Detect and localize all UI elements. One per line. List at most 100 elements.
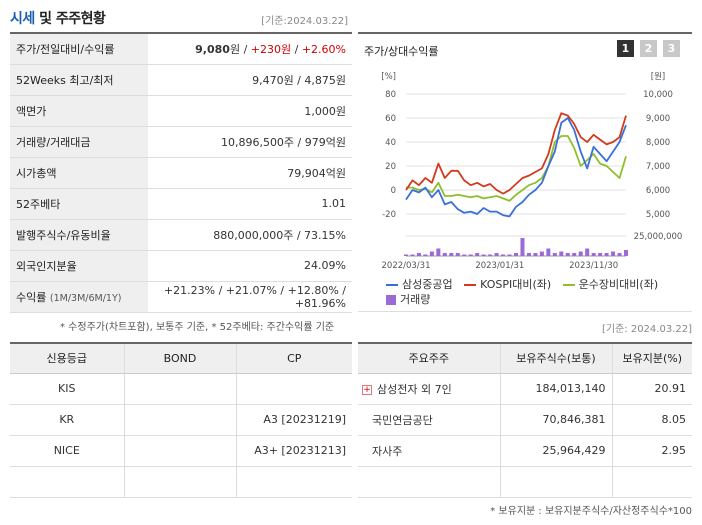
row-value: 10,896,500주 / 979억원 xyxy=(148,126,352,158)
table-cell: 8.05 xyxy=(611,404,692,436)
table-row: 수익률 (1M/3M/6M/1Y) +21.23% / +21.07% / +12… xyxy=(10,281,352,313)
section-header: 시세 및 주주현황 [기준:2024.03.22] xyxy=(10,8,352,30)
section-title: 시세 및 주주현황 xyxy=(10,11,106,27)
right-axis-tick: 6,000 xyxy=(646,186,670,196)
table-row: 자사주 25,964,429 2.95 xyxy=(358,435,692,467)
left-axis-tick: 20 xyxy=(385,162,396,172)
expand-plus-icon[interactable]: + xyxy=(362,384,372,395)
row-label: 외국인지분율 xyxy=(10,250,148,282)
row-label: 수익률 (1M/3M/6M/1Y) xyxy=(10,281,148,313)
row-label: 52Weeks 최고/최저 xyxy=(10,64,148,96)
table-cell: A3+ [20231213] xyxy=(235,435,352,467)
volume-bar xyxy=(507,254,512,256)
table-cell: KIS xyxy=(10,373,124,405)
base-date-note-2: [기준: 2024.03.22] xyxy=(601,324,692,335)
footnote: * 수정주가(차트포함), 보통주 기준, * 52주베타: 주간수익률 기준 xyxy=(60,322,335,333)
change-value: +230원 xyxy=(250,42,292,56)
volume-bar xyxy=(611,251,616,256)
volume-bar xyxy=(404,254,408,256)
legend-swatch xyxy=(464,284,477,286)
volume-bar xyxy=(481,254,486,256)
chart-pager: 1 2 3 xyxy=(617,40,680,57)
volume-bar xyxy=(449,253,454,256)
volume-bar xyxy=(423,254,428,256)
table-cell xyxy=(358,466,500,498)
table-row: 주가/전일대비/수익률 9,080원 / +230원 / +2.60% xyxy=(10,33,352,65)
row-value: 9,470원 / 4,875원 xyxy=(148,64,352,96)
right-axis-tick: 9,000 xyxy=(646,114,670,124)
row-value: 9,080원 / +230원 / +2.60% xyxy=(148,33,352,65)
chart-page-3-button[interactable]: 3 xyxy=(663,40,680,57)
table-row: + 삼성전자 외 7인 184,013,140 20.91 xyxy=(358,373,692,405)
credit-rating-table: 신용등급 BOND CP KIS KR A3 [20231219] NICE A3+… xyxy=(10,342,352,498)
volume-bar xyxy=(429,251,434,256)
table-row: 거래량/거래대금 10,896,500주 / 979억원 xyxy=(10,126,352,158)
table-cell: KR xyxy=(10,404,124,436)
volume-bar xyxy=(624,250,628,256)
table-cell: 25,964,429 xyxy=(499,435,612,467)
row-label: 거래량/거래대금 xyxy=(10,126,148,158)
left-axis-tick: -20 xyxy=(382,210,396,220)
chart-page-1-button[interactable]: 1 xyxy=(617,40,634,57)
volume-bar xyxy=(533,253,538,256)
table-cell xyxy=(235,466,352,498)
base-date-note: [기준:2024.03.22] xyxy=(261,16,348,27)
left-unit: [%] xyxy=(381,72,396,82)
volume-bar xyxy=(501,254,506,256)
table-cell: 20.91 xyxy=(611,373,692,405)
right-axis-tick: 7,000 xyxy=(646,162,670,172)
table-row: 국민연금공단 70,846,381 8.05 xyxy=(358,404,692,436)
volume-bar xyxy=(514,253,518,256)
volume-bar xyxy=(475,253,480,256)
volume-bar xyxy=(598,253,603,256)
col-header: BOND xyxy=(123,343,236,374)
volume-bar xyxy=(416,253,421,256)
row-value: 79,904억원 xyxy=(148,157,352,189)
volume-bar xyxy=(494,253,499,256)
legend-item: 삼성중공업 xyxy=(386,278,453,291)
legend-swatch xyxy=(562,284,575,286)
table-cell: + 삼성전자 외 7인 xyxy=(358,373,500,405)
table-header-row: 주요주주 보유주식수(보통) 보유지분(%) xyxy=(358,343,692,374)
volume-bar xyxy=(591,253,596,256)
row-value: 880,000,000주 / 73.15% xyxy=(148,219,352,251)
table-row: KR A3 [20231219] xyxy=(10,404,352,436)
table-row: 시가총액 79,904억원 xyxy=(10,157,352,189)
legend-swatch xyxy=(386,284,398,286)
volume-bar xyxy=(442,253,447,256)
row-label: 발행주식수/유동비율 xyxy=(10,219,148,251)
kospi-relative-line xyxy=(405,112,627,195)
row-label: 시가총액 xyxy=(10,157,148,189)
table-cell: 국민연금공단 xyxy=(358,404,500,436)
table-cell: 184,013,140 xyxy=(499,373,612,405)
right-unit: [원] xyxy=(651,72,665,82)
x-axis-tick: 2023/11/30 xyxy=(569,261,618,271)
table-row: 52주베타 1.01 xyxy=(10,188,352,220)
volume-bar xyxy=(559,251,564,256)
transport-relative-line xyxy=(406,135,627,202)
volume-bar xyxy=(468,254,473,256)
right-axis-tick: 5,000 xyxy=(646,210,670,220)
right-axis-tick: 8,000 xyxy=(646,138,670,148)
chart-title: 주가/상대수익률 xyxy=(364,45,439,58)
volume-bar xyxy=(604,253,609,256)
table-cell: 2.95 xyxy=(611,435,692,467)
table-cell xyxy=(499,466,612,498)
row-label: 주가/전일대비/수익률 xyxy=(10,33,148,65)
volume-axis-tick: 25,000,000 xyxy=(634,232,683,242)
legend-item: 운수장비대비(좌) xyxy=(562,278,658,291)
right-axis-tick: 10,000 xyxy=(643,90,673,100)
volume-bar xyxy=(585,248,590,256)
table-row: 액면가 1,000원 xyxy=(10,95,352,127)
legend-item: 거래량 xyxy=(386,293,430,306)
table-row: 외국인지분율 24.09% xyxy=(10,250,352,282)
row-value: 24.09% xyxy=(148,250,352,282)
price-info-table: 주가/전일대비/수익률 9,080원 / +230원 / +2.60% 52We… xyxy=(10,32,352,313)
volume-bar xyxy=(539,251,544,256)
left-axis-tick: 0 xyxy=(391,186,396,196)
chart-page-2-button[interactable]: 2 xyxy=(640,40,657,57)
col-header: 주요주주 xyxy=(358,343,500,374)
col-header: 보유지분(%) xyxy=(611,343,692,374)
table-row: 발행주식수/유동비율 880,000,000주 / 73.15% xyxy=(10,219,352,251)
left-axis-tick: 60 xyxy=(385,114,396,124)
